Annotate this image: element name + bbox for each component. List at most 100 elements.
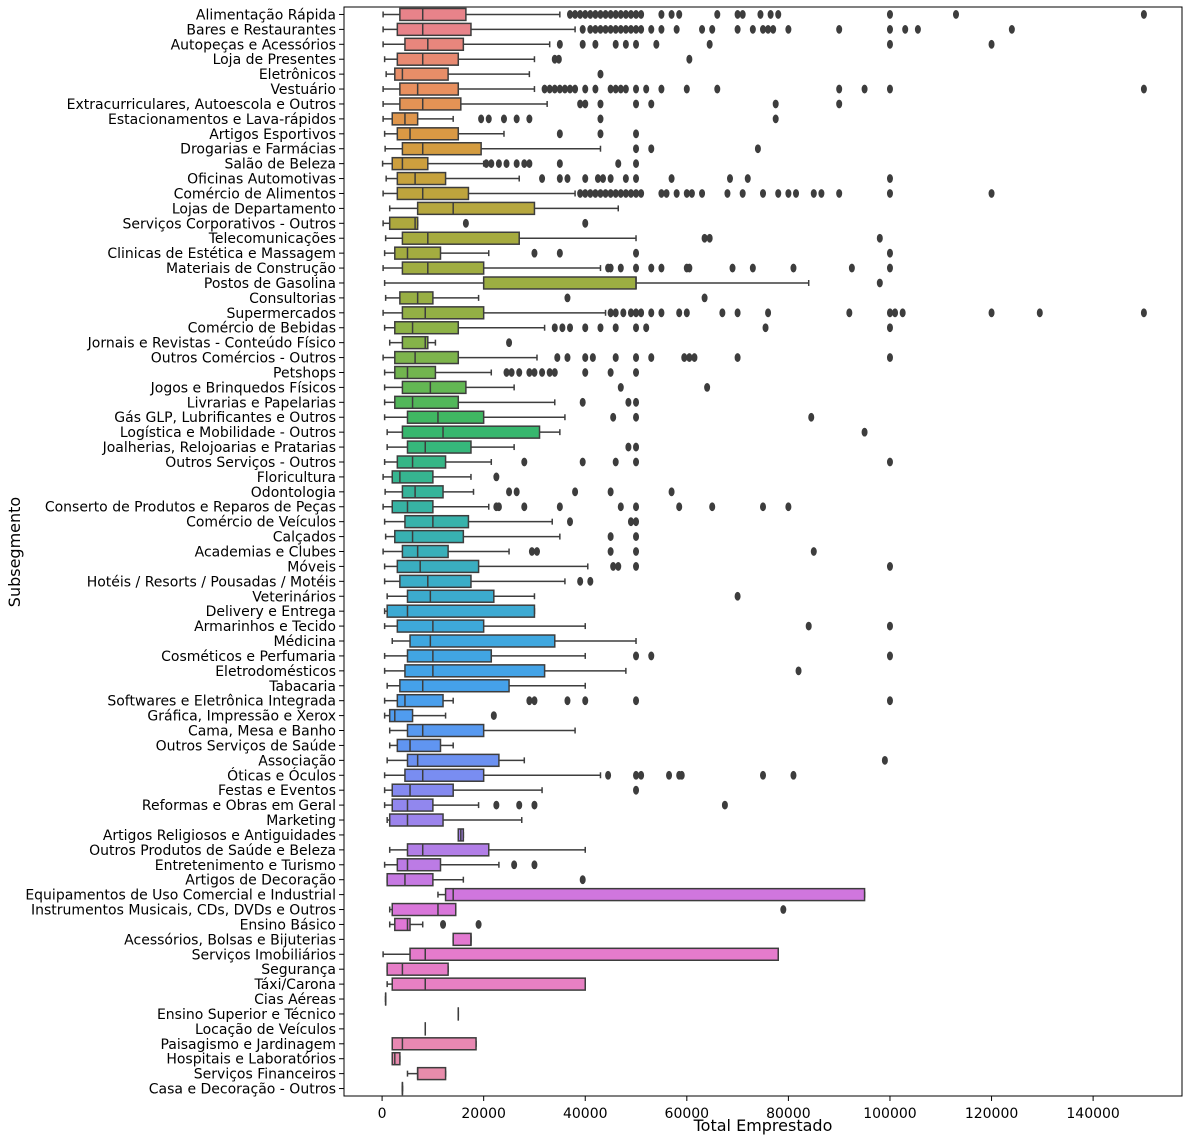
outlier-point (577, 10, 584, 19)
outlier-point (503, 368, 510, 377)
outlier-point (579, 24, 586, 34)
outlier-point (633, 412, 640, 422)
y-tick-label: Gráfica, Impressão e Xerox (147, 709, 336, 725)
outlier-point (612, 189, 619, 198)
outlier-point (902, 24, 909, 34)
outlier-point (673, 189, 680, 198)
outlier-point (886, 248, 893, 258)
outlier-point (691, 353, 698, 362)
outlier-point (597, 99, 604, 109)
outlier-point (734, 353, 741, 362)
outlier-point (589, 353, 596, 362)
outlier-point (775, 10, 782, 19)
box-group (384, 485, 675, 499)
box (394, 529, 465, 544)
outlier-point (638, 189, 645, 198)
outlier-point (582, 10, 589, 19)
outlier-point (683, 308, 690, 318)
y-tick-label: Delivery e Entrega (206, 604, 336, 620)
outlier-point (686, 353, 693, 362)
outlier-point (539, 368, 546, 377)
outlier-point (587, 576, 594, 586)
outlier-point (597, 189, 604, 198)
outlier-point (668, 487, 675, 497)
outlier-point (760, 189, 767, 198)
outlier-point (440, 920, 447, 929)
outlier-point (582, 189, 589, 198)
outlier-point (633, 84, 640, 94)
outlier-point (767, 10, 774, 19)
outlier-point (886, 457, 893, 467)
outlier-point (531, 860, 538, 870)
box (406, 440, 472, 454)
outlier-point (622, 189, 629, 198)
outlier-point (709, 24, 716, 34)
outlier-point (633, 442, 640, 452)
box-group (385, 171, 893, 186)
box-group (383, 649, 893, 663)
outlier-point (567, 323, 574, 333)
outlier-point (836, 84, 843, 94)
outlier-point (617, 84, 624, 94)
box-group (382, 112, 779, 126)
box (409, 947, 779, 961)
outlier-point (699, 189, 706, 198)
y-tick-label: Ensino Superior e Técnico (157, 1007, 336, 1023)
outlier-point (721, 800, 728, 810)
outlier-point (582, 99, 589, 109)
box-group (386, 425, 868, 439)
outlier-point (668, 10, 675, 19)
outlier-point (587, 189, 594, 198)
box-group (382, 947, 779, 961)
outlier-point (881, 755, 888, 765)
box (394, 350, 460, 365)
x-tick-label: 20000 (461, 1106, 506, 1122)
y-tick-label: Salão de Beleza (224, 157, 336, 173)
y-tick-label: Médicina (273, 634, 336, 650)
outlier-point (666, 770, 673, 780)
box-group (388, 843, 586, 857)
y-tick-label: Serviços Corporativos - Outros (123, 216, 337, 232)
outlier-point (706, 233, 713, 243)
y-tick-label: Alimentação Rápida (196, 7, 336, 23)
box-group (383, 708, 497, 723)
outlier-point (551, 368, 558, 377)
outlier-point (648, 99, 655, 109)
outlier-point (633, 353, 640, 362)
outlier-point (676, 308, 683, 318)
outlier-point (612, 84, 619, 94)
outlier-point (579, 39, 586, 49)
box-group (383, 246, 893, 260)
y-tick-label: Consultorias (249, 291, 336, 307)
outlier-point (633, 248, 640, 258)
outlier-point (886, 24, 893, 34)
y-tick-label: Lojas de Departamento (172, 201, 336, 217)
box-group (388, 917, 482, 932)
y-tick-label: Acessórios, Bolsas e Bijuterias (124, 932, 336, 948)
y-tick-label: Equipamentos de Uso Comercial e Industri… (25, 888, 336, 904)
y-tick-label: Artigos Esportivos (209, 127, 336, 143)
outlier-point (729, 263, 736, 273)
outlier-point (701, 293, 708, 303)
y-tick-label: Entretenimento e Turismo (155, 858, 336, 874)
outlier-point (734, 591, 741, 601)
outlier-point (724, 189, 731, 198)
box-group (383, 455, 893, 469)
outlier-point (622, 84, 629, 94)
y-tick-label: Academias e Clubes (195, 545, 336, 561)
outlier-point (607, 189, 614, 198)
outlier-point (610, 562, 617, 571)
y-tick-label: Drogarias e Farmácias (180, 142, 336, 158)
outlier-point (607, 487, 614, 497)
outlier-point (790, 770, 797, 780)
box-group (382, 216, 589, 231)
outlier-point (582, 368, 589, 377)
box (396, 52, 460, 66)
outlier-point (780, 905, 787, 914)
outlier-point (622, 174, 629, 183)
outlier-point (808, 412, 815, 422)
box-group (382, 261, 893, 275)
box-group (457, 828, 465, 842)
outlier-point (810, 547, 817, 556)
